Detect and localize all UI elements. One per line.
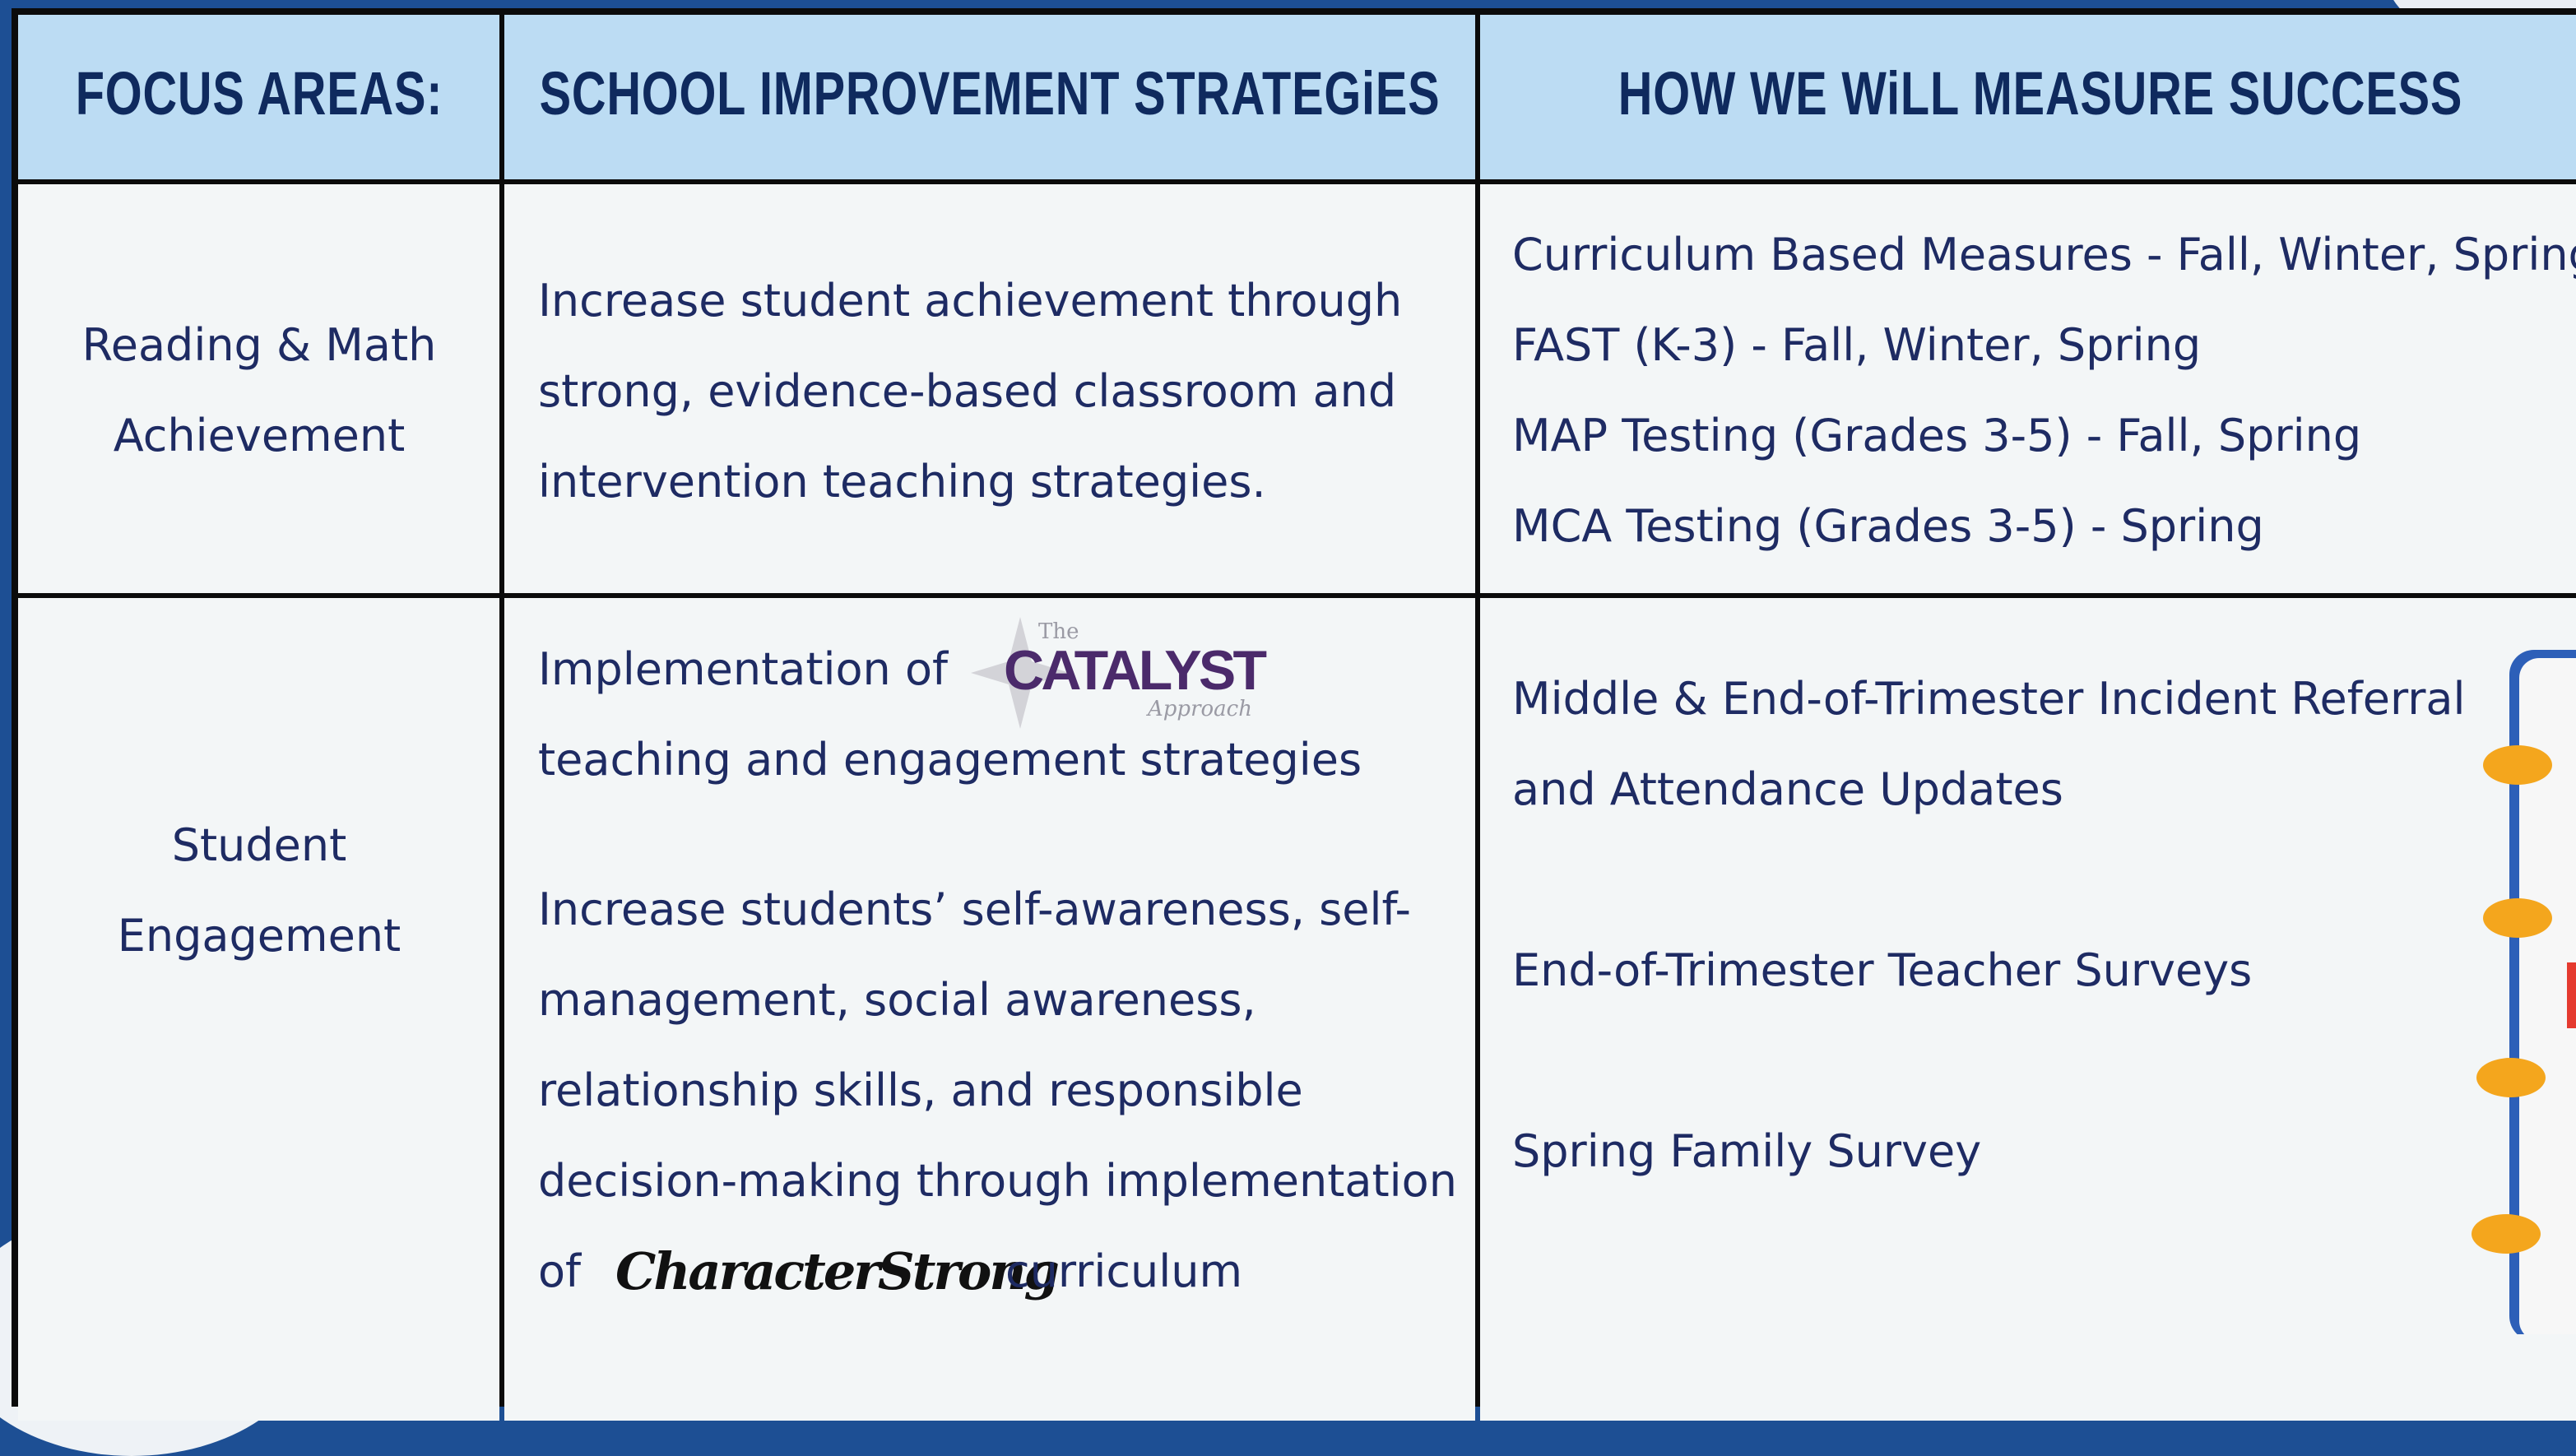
strategy-text: relationship skills, and responsible <box>538 1064 1303 1116</box>
strategy-text: of <box>538 1245 582 1297</box>
strategy-text: Increase student achievement through <box>538 275 1403 327</box>
table-cell <box>1480 184 2576 593</box>
measure-text: MAP Testing (Grades 3-5) - Fall, Spring <box>1512 410 2362 461</box>
column-header: SCHOOL IMPROVEMENT STRATEGiES <box>539 59 1441 128</box>
measure-text: Curriculum Based Measures - Fall, Winter… <box>1512 229 2576 281</box>
header-cell <box>18 15 499 179</box>
strategy-text: Implementation of <box>538 643 948 695</box>
measure-text: FAST (K-3) - Fall, Winter, Spring <box>1512 319 2202 371</box>
focus-text: Achievement <box>113 410 406 461</box>
measure-text: End-of-Trimester Teacher Surveys <box>1512 944 2253 996</box>
table-cell <box>1480 598 2576 1421</box>
table-cell <box>504 184 1475 593</box>
focus-text: Engagement <box>117 910 401 962</box>
measure-text: MCA Testing (Grades 3-5) - Spring <box>1512 500 2264 552</box>
logo-text: Approach <box>1146 697 1252 721</box>
focus-text: Student <box>171 819 347 871</box>
column-header: HOW WE WiLL MEASURE SUCCESS <box>1618 59 2463 128</box>
strategy-text: intervention teaching strategies. <box>538 456 1266 508</box>
table-cell <box>18 184 499 593</box>
table-cell <box>18 598 499 1421</box>
strategy-text: curriculum <box>1005 1245 1243 1297</box>
strategy-text: teaching and engagement strategies <box>538 734 1362 786</box>
catalyst-logo: The CATALYST Approach <box>971 617 1267 729</box>
notebook-ring <box>2476 1058 2546 1097</box>
logo-text: The <box>1038 619 1079 644</box>
notebook-page <box>2519 658 2576 1334</box>
strategy-text: management, social awareness, <box>538 974 1256 1026</box>
header-cell <box>1480 15 2576 179</box>
logo-text: CATALYST <box>1004 639 1267 702</box>
measure-text: and Attendance Updates <box>1512 763 2063 815</box>
table-cell <box>504 598 1475 1421</box>
strategy-text: decision-making through implementation <box>538 1155 1457 1207</box>
notebook-decoration <box>2472 650 2576 1334</box>
column-header: FOCUS AREAS: <box>75 59 443 128</box>
notebook-mark <box>2567 962 2576 1028</box>
notebook-ring <box>2472 1214 2541 1254</box>
strategy-text: Increase students’ self-awareness, self- <box>538 883 1412 935</box>
measure-text: Middle & End-of-Trimester Incident Refer… <box>1512 673 2466 725</box>
characterstrong-logo: CharacterStrong <box>615 1241 1060 1301</box>
notebook-ring <box>2483 898 2552 938</box>
measure-text: Spring Family Survey <box>1512 1125 1982 1177</box>
notebook-ring <box>2483 745 2552 785</box>
header-cell <box>504 15 1475 179</box>
focus-text: Reading & Math <box>81 319 437 371</box>
strategy-text: strong, evidence-based classroom and <box>538 365 1397 417</box>
logo-star <box>971 617 1070 729</box>
